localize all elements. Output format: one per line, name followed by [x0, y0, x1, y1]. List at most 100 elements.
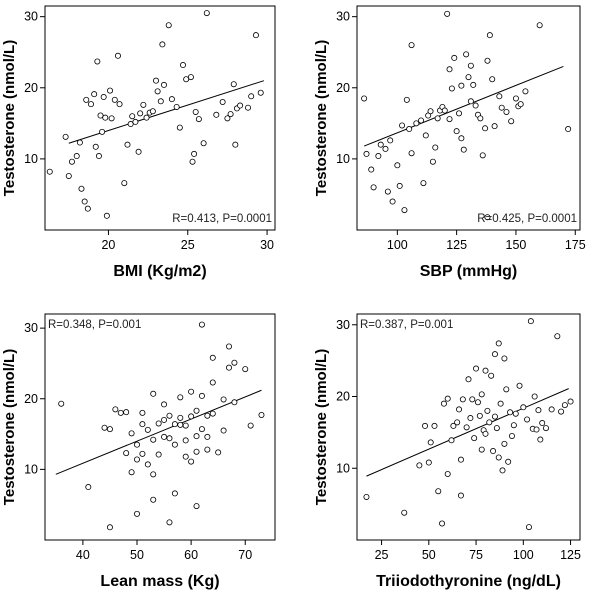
data-point: [446, 116, 453, 123]
data-point: [482, 125, 489, 132]
data-point: [160, 81, 167, 88]
data-point: [508, 118, 515, 125]
data-point: [198, 426, 205, 433]
data-point: [476, 412, 483, 419]
data-point: [501, 440, 508, 447]
data-point: [422, 422, 429, 429]
data-point: [177, 421, 184, 428]
data-point: [68, 158, 75, 165]
data-point: [465, 74, 472, 81]
data-point: [193, 407, 200, 414]
data-point: [78, 185, 85, 192]
plot-frame: [44, 5, 276, 231]
data-point: [209, 410, 216, 417]
data-point: [123, 450, 130, 457]
data-point: [458, 82, 465, 89]
data-point: [548, 406, 555, 413]
data-point: [248, 93, 255, 100]
data-point: [472, 102, 479, 109]
data-point: [522, 88, 529, 95]
y-tick-label: 10: [336, 461, 350, 475]
x-tick-label: 25: [375, 548, 389, 562]
data-point: [368, 166, 375, 173]
data-point: [168, 96, 175, 103]
y-axis-label: Testosterone (nmol/L): [313, 40, 330, 196]
data-point: [471, 435, 478, 442]
data-point: [192, 108, 199, 115]
data-point: [81, 198, 88, 205]
data-point: [220, 396, 227, 403]
data-point: [408, 150, 415, 157]
data-point: [139, 421, 146, 428]
data-point: [107, 87, 114, 94]
data-point: [204, 433, 211, 440]
data-point: [128, 469, 135, 476]
plot-frame: [356, 313, 581, 541]
data-point: [62, 133, 69, 140]
data-point: [84, 205, 91, 212]
data-point: [65, 172, 72, 179]
data-point: [150, 436, 157, 443]
scatter-panel-1: 10 20 30 20 25 30 Testosterone (nmol/L) BMI (Kg…: [1, 5, 276, 280]
data-point: [215, 449, 222, 456]
data-point: [533, 426, 540, 433]
data-point: [489, 76, 496, 83]
data-point: [182, 422, 189, 429]
data-point: [434, 115, 441, 122]
data-point: [112, 406, 119, 413]
data-point: [510, 422, 517, 429]
data-point: [497, 400, 504, 407]
scatter-panel-3: 10 20 30 40 50 60 70 Testosterone (nmol/L) Lean …: [1, 313, 276, 590]
data-point: [166, 435, 173, 442]
data-point: [389, 198, 396, 205]
plot-frame: [356, 5, 581, 231]
correlation-annotation: R=0.413, P=0.0001: [172, 213, 272, 225]
x-tick-label: 125: [446, 238, 467, 252]
data-point: [384, 188, 391, 195]
data-point: [171, 421, 178, 428]
data-point: [97, 112, 104, 119]
data-point: [503, 108, 510, 115]
data-point: [451, 54, 458, 61]
data-point: [495, 340, 502, 347]
data-point: [92, 143, 99, 150]
data-point: [525, 524, 532, 531]
data-point: [427, 108, 434, 115]
data-point: [179, 62, 186, 69]
y-tick-label: 10: [24, 152, 38, 166]
data-point: [524, 416, 531, 423]
data-point: [106, 524, 113, 531]
data-point: [503, 386, 510, 393]
x-tick-label: 20: [101, 238, 115, 252]
data-point: [230, 81, 237, 88]
data-point: [478, 391, 485, 398]
data-point: [467, 415, 474, 422]
data-point: [401, 207, 408, 214]
y-axis-label: Testosterone (nmol/L): [1, 349, 18, 505]
data-point: [99, 128, 106, 135]
data-point: [225, 364, 232, 371]
data-point: [129, 113, 136, 120]
data-point: [406, 126, 413, 133]
data-point: [76, 139, 83, 146]
data-point: [507, 409, 514, 416]
data-point: [133, 510, 140, 517]
data-point: [403, 96, 410, 103]
data-point: [116, 101, 123, 108]
data-point: [439, 520, 446, 527]
data-points: [361, 10, 572, 221]
data-point: [258, 411, 265, 418]
regression-line: [55, 389, 262, 475]
data-point: [155, 451, 162, 458]
data-point: [387, 137, 394, 144]
data-point: [73, 153, 80, 160]
data-point: [431, 422, 438, 429]
data-point: [375, 153, 382, 160]
data-point: [182, 453, 189, 460]
data-point: [531, 393, 538, 400]
data-point: [539, 420, 546, 427]
data-point: [159, 41, 166, 48]
data-point: [225, 343, 232, 350]
